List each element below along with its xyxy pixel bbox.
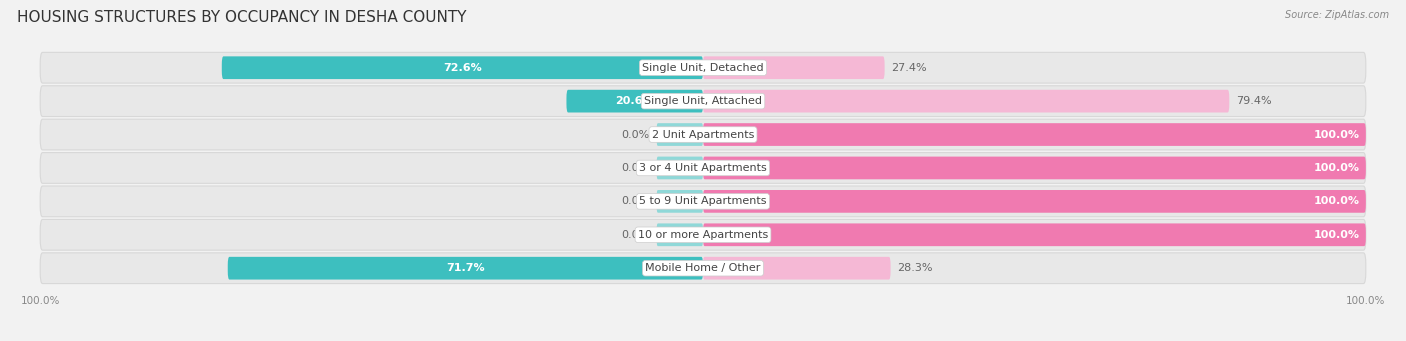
FancyBboxPatch shape: [228, 257, 703, 280]
FancyBboxPatch shape: [222, 56, 703, 79]
FancyBboxPatch shape: [41, 86, 1365, 117]
FancyBboxPatch shape: [703, 190, 1365, 213]
Text: 20.6%: 20.6%: [616, 96, 654, 106]
Text: 100.0%: 100.0%: [1313, 163, 1360, 173]
FancyBboxPatch shape: [703, 123, 1365, 146]
FancyBboxPatch shape: [657, 123, 703, 146]
Text: Single Unit, Detached: Single Unit, Detached: [643, 63, 763, 73]
FancyBboxPatch shape: [703, 223, 1365, 246]
Text: 79.4%: 79.4%: [1236, 96, 1271, 106]
Text: 100.0%: 100.0%: [1313, 196, 1360, 206]
FancyBboxPatch shape: [703, 90, 1229, 113]
FancyBboxPatch shape: [41, 119, 1365, 150]
Text: 72.6%: 72.6%: [443, 63, 482, 73]
Text: 3 or 4 Unit Apartments: 3 or 4 Unit Apartments: [640, 163, 766, 173]
FancyBboxPatch shape: [41, 219, 1365, 250]
Text: 0.0%: 0.0%: [621, 196, 650, 206]
FancyBboxPatch shape: [703, 257, 890, 280]
Text: 10 or more Apartments: 10 or more Apartments: [638, 230, 768, 240]
FancyBboxPatch shape: [41, 152, 1365, 183]
FancyBboxPatch shape: [657, 157, 703, 179]
Text: 0.0%: 0.0%: [621, 230, 650, 240]
FancyBboxPatch shape: [657, 190, 703, 213]
Text: 100.0%: 100.0%: [1313, 230, 1360, 240]
Text: 71.7%: 71.7%: [446, 263, 485, 273]
Text: 100.0%: 100.0%: [1313, 130, 1360, 139]
Text: Source: ZipAtlas.com: Source: ZipAtlas.com: [1285, 10, 1389, 20]
Text: HOUSING STRUCTURES BY OCCUPANCY IN DESHA COUNTY: HOUSING STRUCTURES BY OCCUPANCY IN DESHA…: [17, 10, 467, 25]
FancyBboxPatch shape: [703, 56, 884, 79]
FancyBboxPatch shape: [41, 186, 1365, 217]
Text: 0.0%: 0.0%: [621, 130, 650, 139]
FancyBboxPatch shape: [657, 223, 703, 246]
Text: Single Unit, Attached: Single Unit, Attached: [644, 96, 762, 106]
Text: 2 Unit Apartments: 2 Unit Apartments: [652, 130, 754, 139]
Text: 0.0%: 0.0%: [621, 163, 650, 173]
FancyBboxPatch shape: [567, 90, 703, 113]
Text: 28.3%: 28.3%: [897, 263, 932, 273]
FancyBboxPatch shape: [703, 157, 1365, 179]
FancyBboxPatch shape: [41, 253, 1365, 284]
FancyBboxPatch shape: [41, 53, 1365, 83]
Text: 27.4%: 27.4%: [891, 63, 927, 73]
Text: 5 to 9 Unit Apartments: 5 to 9 Unit Apartments: [640, 196, 766, 206]
Text: Mobile Home / Other: Mobile Home / Other: [645, 263, 761, 273]
